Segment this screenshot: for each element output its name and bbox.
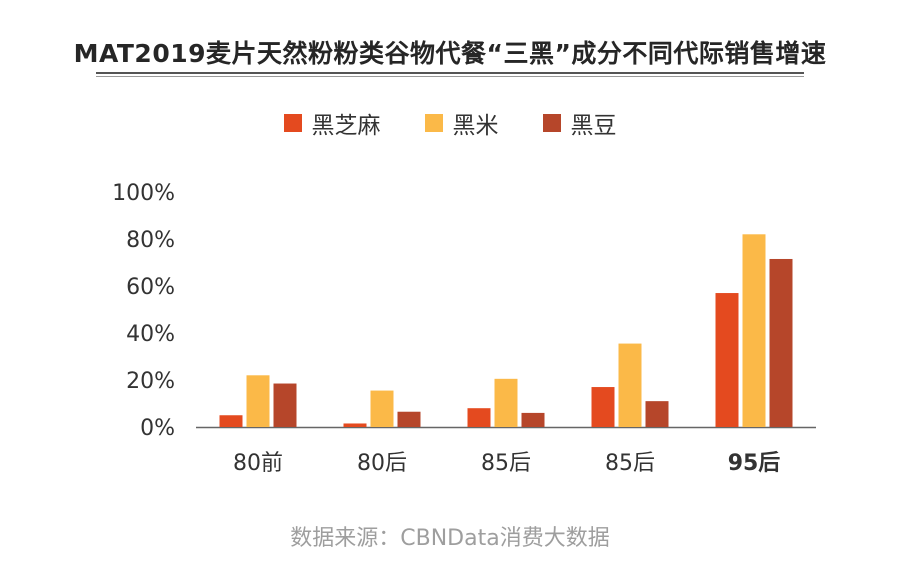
- legend-label: 黑米: [452, 113, 499, 139]
- y-tick-label: 100%: [112, 181, 175, 206]
- bar: [273, 383, 297, 427]
- bar: [715, 293, 739, 427]
- bar: [467, 408, 491, 427]
- bar: [370, 390, 394, 427]
- legend-swatch: [542, 114, 561, 132]
- bar: [343, 423, 367, 427]
- legend-swatch: [283, 114, 302, 132]
- legend-label: 黑芝麻: [311, 113, 381, 139]
- x-tick-label: 95后: [728, 451, 781, 476]
- bar: [645, 401, 669, 427]
- x-tick-label: 85后: [605, 451, 655, 476]
- y-tick-label: 80%: [126, 228, 175, 253]
- bar: [618, 343, 642, 427]
- title-rule-bottom: [96, 76, 804, 77]
- y-tick-label: 0%: [140, 416, 175, 441]
- bar: [521, 412, 545, 427]
- bar: [397, 411, 421, 427]
- y-tick-label: 60%: [126, 275, 175, 300]
- chart-title: MAT2019麦片天然粉粉类谷物代餐“三黑”成分不同代际销售增速: [73, 39, 827, 68]
- bar: [246, 375, 270, 427]
- data-source-note: 数据来源：CBNData消费大数据: [290, 526, 610, 551]
- legend-swatch: [424, 114, 443, 132]
- y-tick-label: 40%: [126, 322, 175, 347]
- bar: [742, 234, 766, 427]
- x-tick-label: 80前: [233, 451, 283, 476]
- legend-item-black-sesame: 黑芝麻: [283, 106, 381, 140]
- title-rule-top: [96, 72, 804, 74]
- bar: [219, 415, 243, 427]
- bar: [769, 258, 793, 427]
- bar: [494, 378, 518, 427]
- x-tick-label: 80后: [357, 451, 407, 476]
- legend-label: 黑豆: [570, 113, 617, 139]
- y-tick-label: 20%: [126, 369, 175, 394]
- legend: 黑芝麻 黑米 黑豆: [0, 106, 900, 140]
- x-tick-label: 85后: [481, 451, 531, 476]
- legend-item-black-bean: 黑豆: [542, 106, 617, 140]
- legend-item-black-rice: 黑米: [424, 106, 499, 140]
- bar: [591, 387, 615, 427]
